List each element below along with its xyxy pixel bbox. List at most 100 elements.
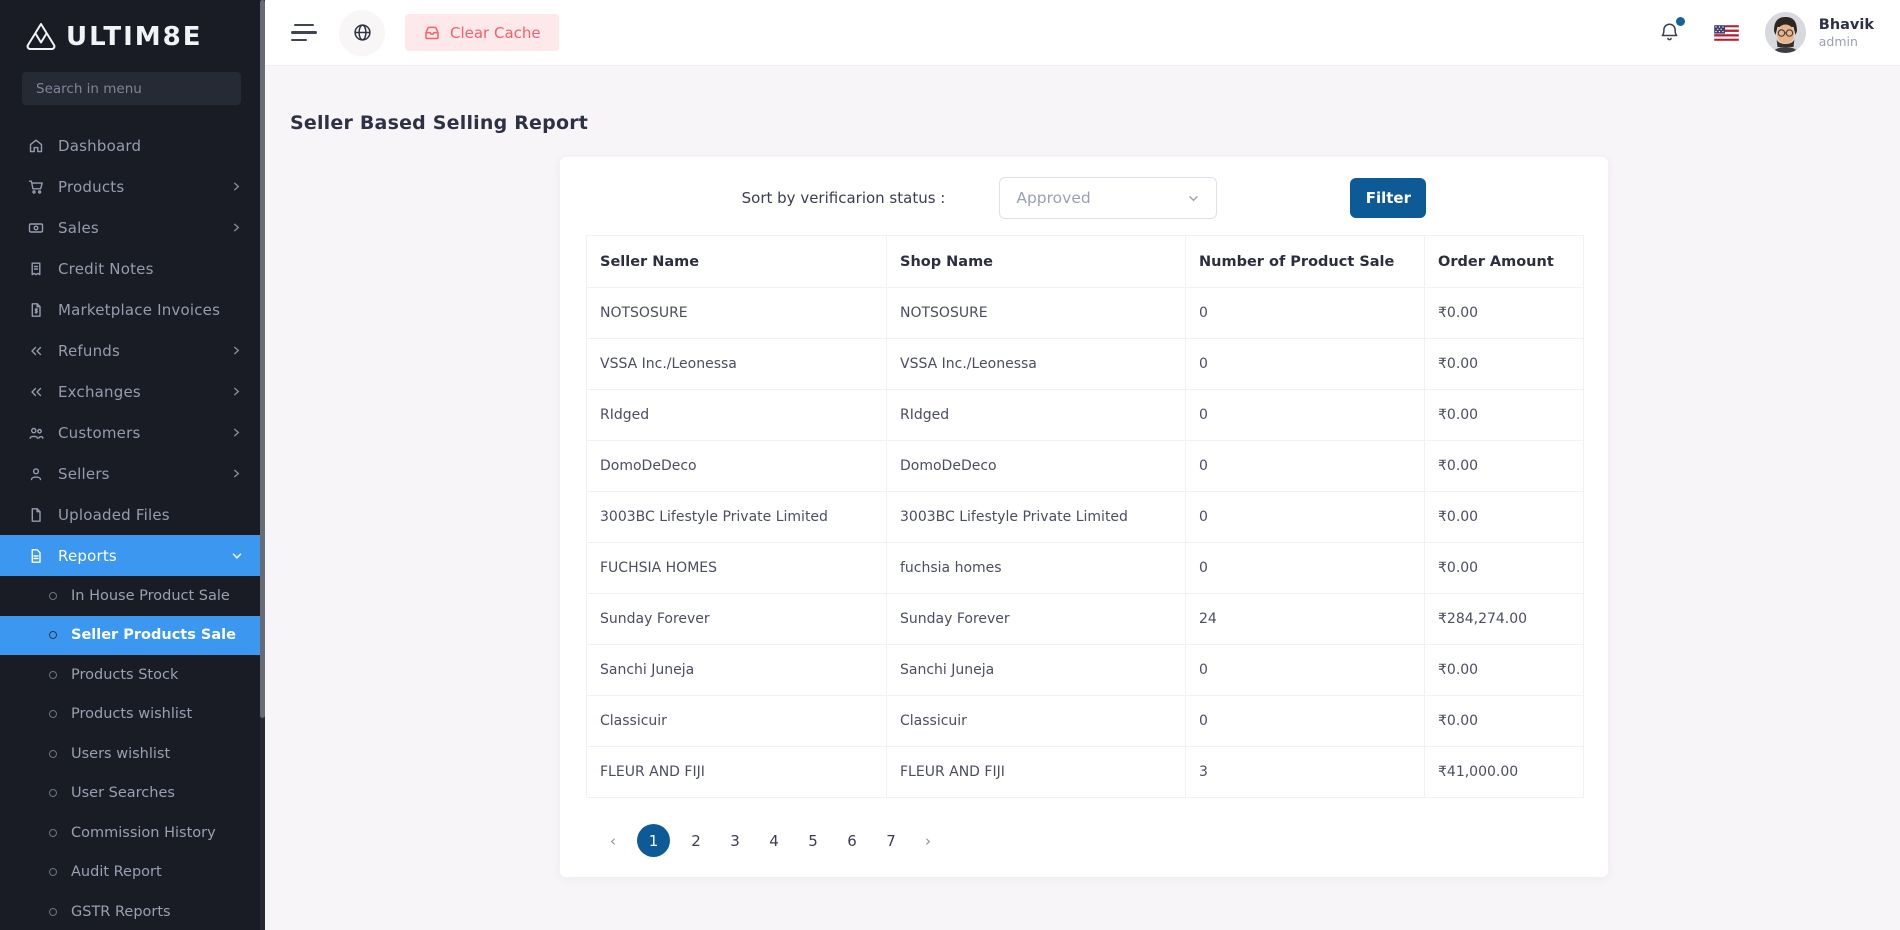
- pagination-page-1[interactable]: 1: [637, 824, 670, 857]
- bullet-icon: [49, 749, 57, 758]
- submenu-item-users-wishlist[interactable]: Users wishlist: [0, 734, 265, 774]
- sidebar-item-marketplace-invoices[interactable]: Marketplace Invoices: [0, 289, 265, 330]
- sidebar-item-dashboard[interactable]: Dashboard: [0, 125, 265, 166]
- product-sale-count-cell: 0: [1185, 440, 1425, 492]
- submenu-item-label: Products wishlist: [71, 706, 193, 723]
- seller-name-cell: FLEUR AND FIJI: [586, 746, 887, 798]
- globe-button[interactable]: [339, 9, 385, 56]
- pagination-page-6[interactable]: 6: [839, 828, 865, 854]
- language-flag-button[interactable]: [1713, 24, 1739, 41]
- clear-cache-button[interactable]: Clear Cache: [405, 14, 559, 51]
- sidebar-scrollbar-thumb[interactable]: [260, 0, 265, 718]
- column-header-order-amount: Order Amount: [1424, 235, 1584, 288]
- logo[interactable]: ULTIM8E: [0, 0, 265, 58]
- filter-bar: Sort by verificarion status : Approved F…: [586, 177, 1582, 219]
- globe-icon: [353, 23, 372, 42]
- logo-title: ULTIM8E: [66, 22, 203, 52]
- sidebar-search-input[interactable]: [22, 72, 241, 105]
- shop-name-cell: Sunday Forever: [886, 593, 1186, 645]
- pagination-page-5[interactable]: 5: [800, 828, 826, 854]
- submenu-item-gstr-reports[interactable]: GSTR Reports: [0, 892, 265, 930]
- invoice-icon: [27, 301, 44, 318]
- sidebar-item-sellers[interactable]: Sellers: [0, 453, 265, 494]
- shop-name-cell: NOTSOSURE: [886, 287, 1186, 339]
- submenu-item-products-wishlist[interactable]: Products wishlist: [0, 695, 265, 735]
- avatar[interactable]: [1764, 12, 1806, 53]
- menu-toggle-button[interactable]: [291, 20, 321, 46]
- bell-icon: [1658, 21, 1684, 44]
- submenu-item-label: Products Stock: [71, 666, 179, 683]
- submenu-item-label: GSTR Reports: [71, 903, 171, 920]
- submenu-item-label: Seller Products Sale: [71, 627, 236, 644]
- user-name: Bhavik: [1818, 16, 1874, 33]
- submenu-item-in-house-product-sale[interactable]: In House Product Sale: [0, 576, 265, 616]
- sidebar-item-label: Customers: [58, 423, 141, 442]
- seller-name-cell: NOTSOSURE: [586, 287, 887, 339]
- order-amount-cell: ₹0.00: [1424, 389, 1584, 441]
- sidebar-nav: Dashboard Products Sales: [0, 125, 265, 576]
- submenu-item-label: In House Product Sale: [71, 587, 230, 604]
- pagination-page-3[interactable]: 3: [722, 828, 748, 854]
- submenu-item-seller-products-sale[interactable]: Seller Products Sale: [0, 615, 265, 655]
- filter-button[interactable]: Filter: [1350, 178, 1427, 218]
- user-menu[interactable]: Bhavik admin: [1764, 12, 1874, 53]
- table-row: RIdged RIdged 0 ₹0.00: [586, 389, 1584, 441]
- submenu-item-products-stock[interactable]: Products Stock: [0, 655, 265, 695]
- bullet-icon: [49, 670, 57, 679]
- table-row: Sunday Forever Sunday Forever 24 ₹284,27…: [586, 593, 1584, 645]
- sidebar-item-customers[interactable]: Customers: [0, 412, 265, 453]
- verification-status-select[interactable]: Approved: [999, 177, 1218, 219]
- chevron-down-icon: [231, 550, 243, 562]
- chevron-right-icon: [231, 222, 243, 234]
- pagination-page-4[interactable]: 4: [761, 828, 787, 854]
- page-title: Seller Based Selling Report: [290, 112, 589, 134]
- submenu-item-user-searches[interactable]: User Searches: [0, 774, 265, 814]
- sidebar-item-credit-notes[interactable]: Credit Notes: [0, 248, 265, 289]
- sidebar-item-products[interactable]: Products: [0, 166, 265, 207]
- logo-icon: [24, 21, 58, 53]
- sidebar-item-label: Reports: [58, 546, 117, 565]
- pagination-next-button[interactable]: ›: [917, 828, 939, 854]
- shop-name-cell: DomoDeDeco: [886, 440, 1186, 492]
- seller-name-cell: DomoDeDeco: [586, 440, 887, 492]
- table-row: NOTSOSURE NOTSOSURE 0 ₹0.00: [586, 287, 1584, 339]
- notification-badge: [1675, 16, 1685, 26]
- sidebar-item-uploaded-files[interactable]: Uploaded Files: [0, 494, 265, 535]
- shop-name-cell: VSSA Inc./Leonessa: [886, 338, 1186, 390]
- seller-name-cell: Sunday Forever: [586, 593, 887, 645]
- chevron-down-icon: [1187, 192, 1200, 205]
- report-table: Seller Name Shop Name Number of Product …: [586, 235, 1584, 798]
- shop-name-cell: RIdged: [886, 389, 1186, 441]
- table-row: Sanchi Juneja Sanchi Juneja 0 ₹0.00: [586, 644, 1584, 696]
- column-header-number-of-product-sale: Number of Product Sale: [1185, 235, 1425, 288]
- pagination-prev-button[interactable]: ‹: [602, 828, 624, 854]
- sidebar-scrollbar[interactable]: [260, 0, 265, 930]
- table-header-row: Seller Name Shop Name Number of Product …: [586, 235, 1584, 288]
- sidebar-item-reports[interactable]: Reports: [0, 535, 265, 576]
- product-sale-count-cell: 0: [1185, 389, 1425, 441]
- sidebar-item-sales[interactable]: Sales: [0, 207, 265, 248]
- notifications-button[interactable]: [1658, 16, 1685, 46]
- bullet-icon: [49, 789, 57, 798]
- product-sale-count-cell: 0: [1185, 542, 1425, 594]
- report-card: Sort by verificarion status : Approved F…: [560, 157, 1608, 877]
- table-row: 3003BC Lifestyle Private Limited 3003BC …: [586, 491, 1584, 543]
- submenu-item-commission-history[interactable]: Commission History: [0, 813, 265, 853]
- chevron-right-icon: [231, 468, 243, 480]
- table-row: FLEUR AND FIJI FLEUR AND FIJI 3 ₹41,000.…: [586, 746, 1584, 798]
- seller-name-cell: FUCHSIA HOMES: [586, 542, 887, 594]
- order-amount-cell: ₹0.00: [1424, 440, 1584, 492]
- product-sale-count-cell: 0: [1185, 287, 1425, 339]
- pagination-page-7[interactable]: 7: [878, 828, 904, 854]
- seller-name-cell: VSSA Inc./Leonessa: [586, 338, 887, 390]
- chevron-right-icon: [231, 345, 243, 357]
- pagination-page-2[interactable]: 2: [683, 828, 709, 854]
- submenu-item-audit-report[interactable]: Audit Report: [0, 853, 265, 893]
- bullet-icon: [49, 907, 57, 916]
- shop-name-cell: FLEUR AND FIJI: [886, 746, 1186, 798]
- sidebar-item-refunds[interactable]: Refunds: [0, 330, 265, 371]
- order-amount-cell: ₹0.00: [1424, 542, 1584, 594]
- sidebar-item-exchanges[interactable]: Exchanges: [0, 371, 265, 412]
- table-row: DomoDeDeco DomoDeDeco 0 ₹0.00: [586, 440, 1584, 492]
- receipt-icon: [27, 260, 44, 277]
